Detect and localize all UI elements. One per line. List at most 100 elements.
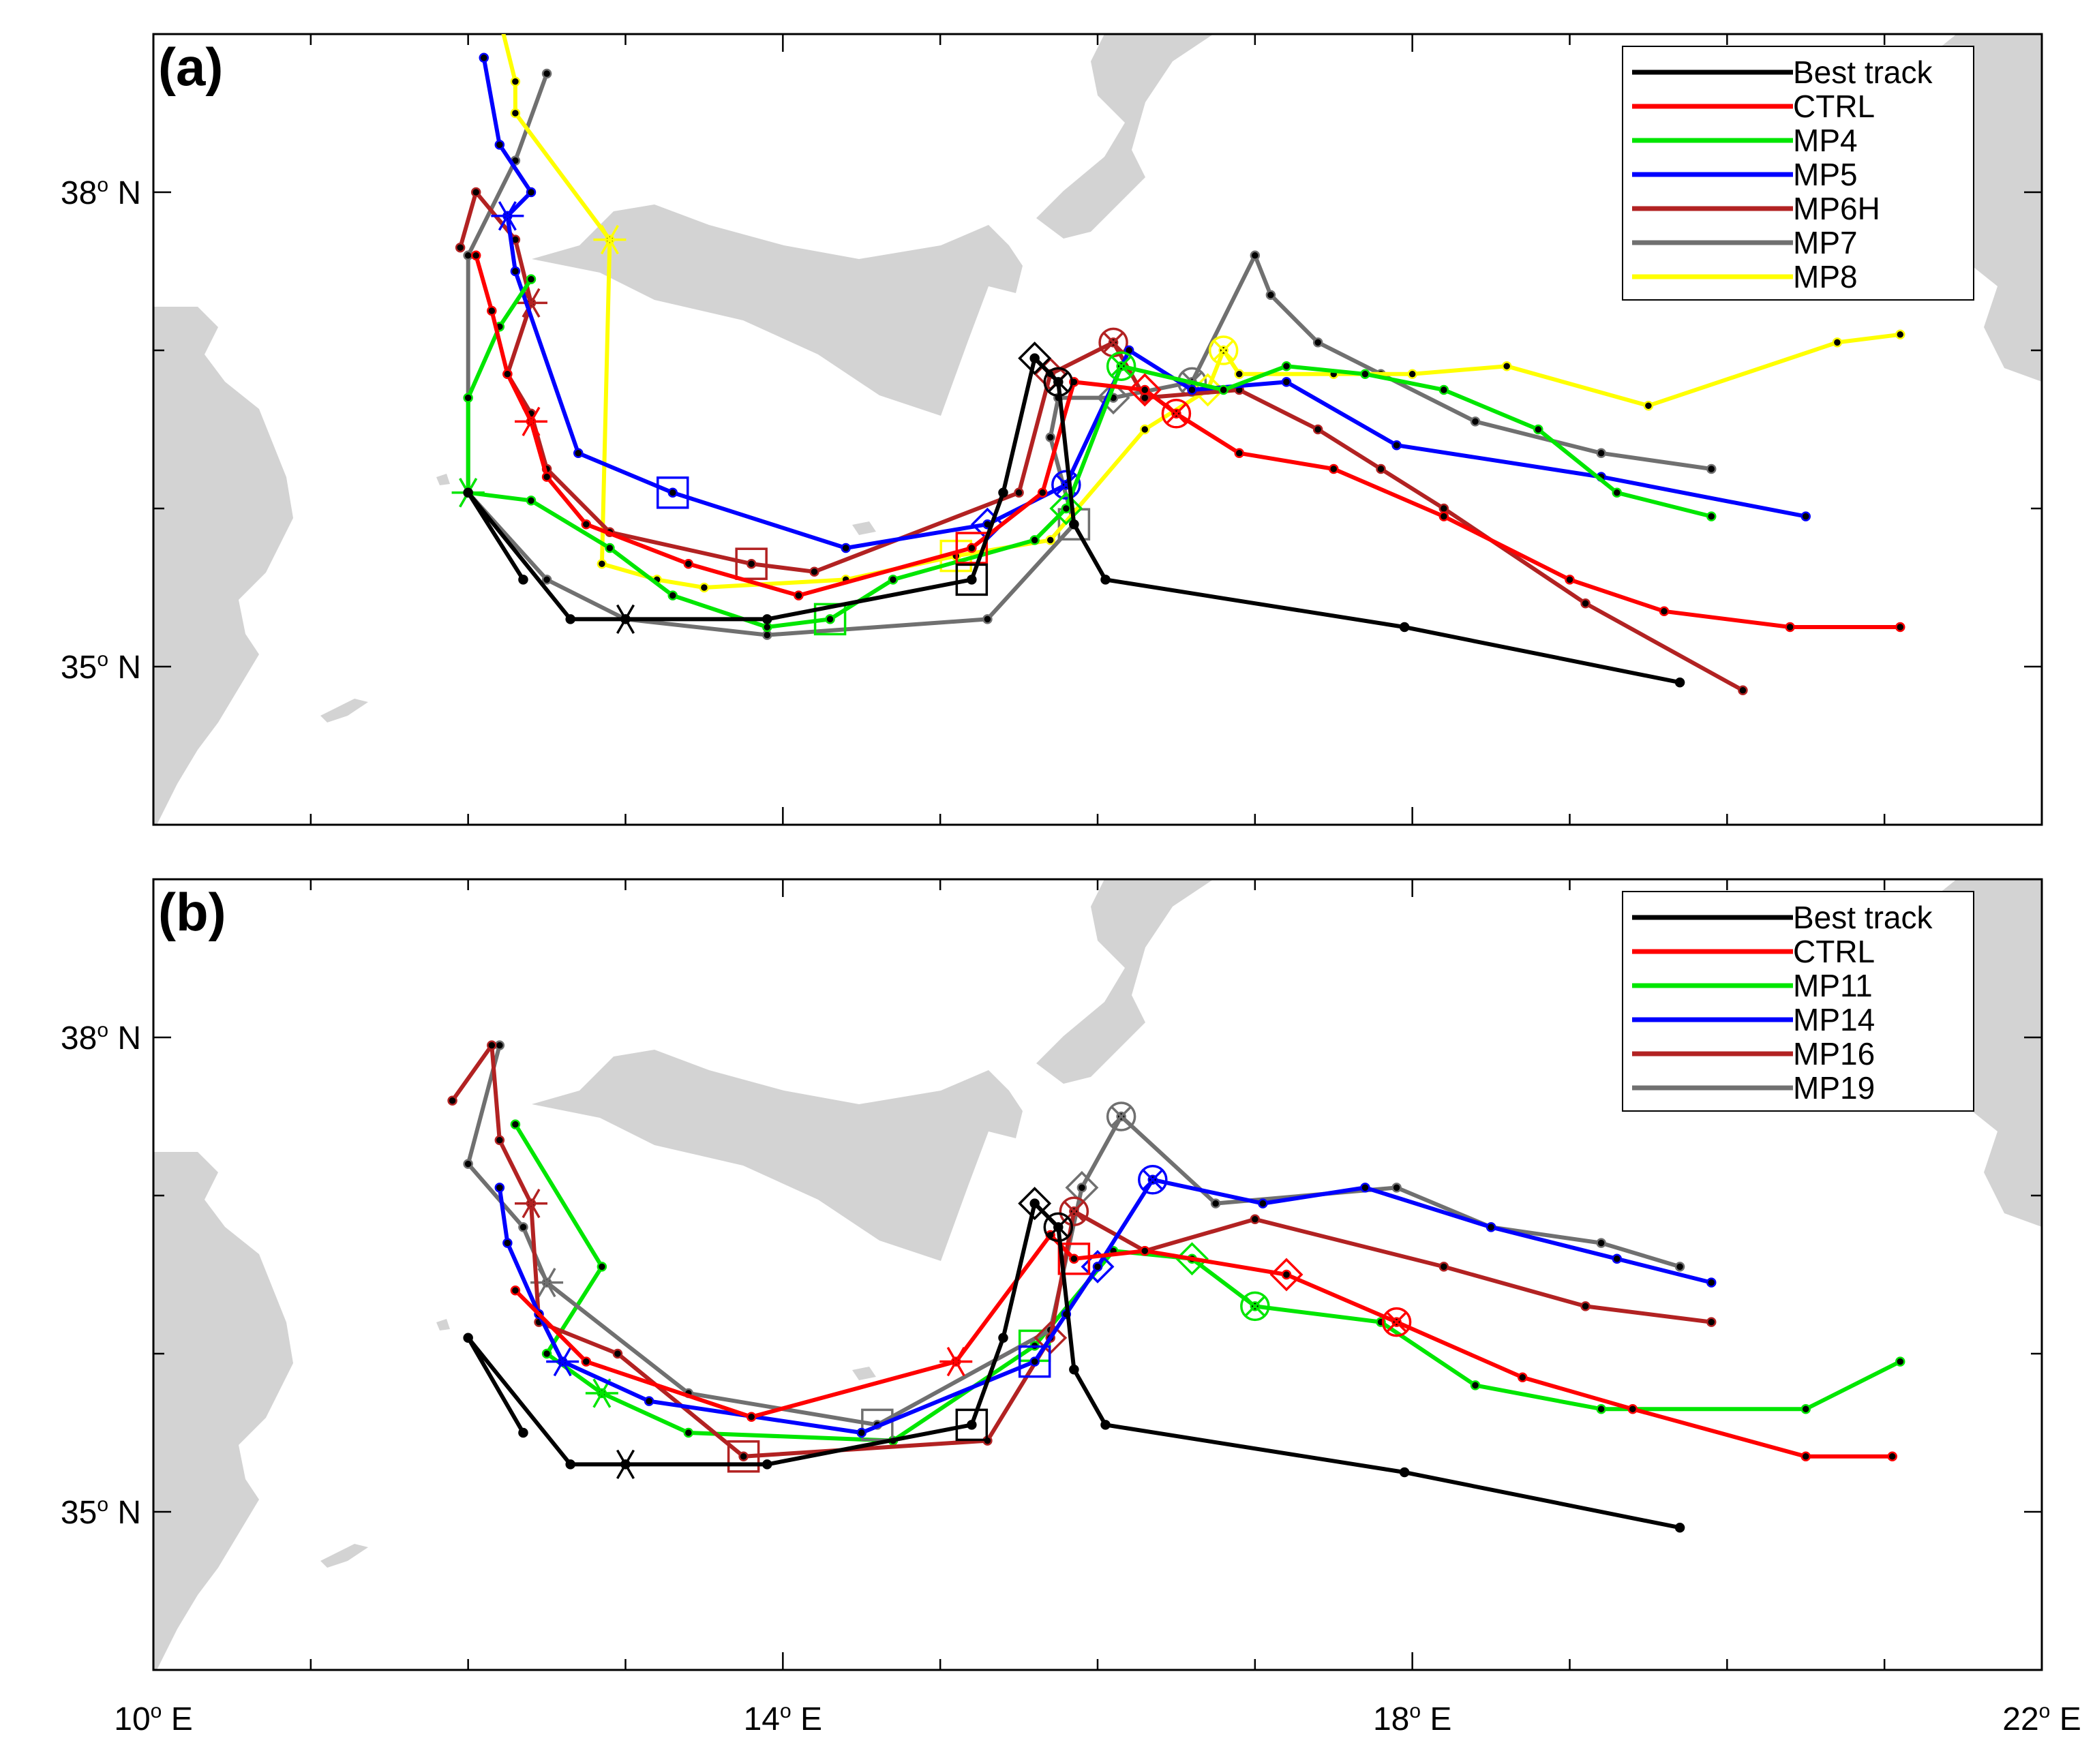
asterisk-marker — [546, 1346, 579, 1377]
track-point — [1596, 1403, 1606, 1414]
panel-a-label: (a) — [158, 37, 223, 97]
land-pantelleria — [436, 474, 450, 485]
track-point — [699, 582, 710, 593]
track-point — [1029, 353, 1040, 363]
diamond-marker — [1018, 1187, 1052, 1221]
track-point — [581, 1356, 592, 1367]
circled-cross-marker — [1240, 1291, 1270, 1322]
track-point — [1785, 622, 1795, 633]
track-point — [1643, 400, 1654, 411]
track-point — [762, 1459, 772, 1470]
track-point — [825, 614, 835, 624]
lat-tick-label: 35o N — [61, 1493, 141, 1531]
circled-cross-marker — [1043, 367, 1074, 397]
track-point — [479, 52, 489, 63]
track-point — [1360, 1183, 1370, 1193]
track-point — [1887, 1451, 1897, 1462]
track-point — [1069, 1253, 1079, 1264]
track-point — [1360, 369, 1370, 380]
track-point — [510, 108, 521, 119]
track-point — [1029, 1198, 1040, 1208]
track-point — [510, 1285, 521, 1296]
lat-tick-label: 35o N — [61, 648, 141, 686]
track-point — [1281, 361, 1292, 371]
track-point — [565, 614, 575, 624]
track-point — [470, 250, 481, 261]
diamond-marker — [1081, 1249, 1115, 1283]
circled-cross-marker — [1208, 335, 1239, 365]
track-point — [683, 1427, 694, 1438]
track-point — [1329, 463, 1339, 474]
track-point — [1140, 1245, 1150, 1256]
track-point — [1706, 1317, 1717, 1327]
legend-label-mp16: MP16 — [1793, 1036, 1875, 1071]
track-point — [1438, 1262, 1449, 1272]
land-italy-south — [1036, 879, 1214, 1084]
track-best-track — [463, 1187, 1685, 1533]
track-point — [1037, 487, 1048, 498]
circled-cross-marker — [1381, 1307, 1412, 1337]
track-point — [746, 1412, 757, 1423]
track-point — [447, 1095, 457, 1106]
track-mp6h — [455, 187, 1748, 696]
track-point — [1258, 1198, 1268, 1208]
track-point — [1281, 377, 1292, 387]
track-point — [1281, 1269, 1292, 1280]
track-point — [794, 590, 804, 600]
track-point — [541, 472, 552, 482]
square-marker — [727, 1440, 760, 1473]
asterisk-marker — [939, 1346, 973, 1377]
track-point — [1627, 1403, 1638, 1414]
track-point — [1250, 1214, 1261, 1225]
track-point — [463, 1333, 473, 1343]
track-point — [1092, 1262, 1103, 1272]
track-point — [526, 274, 537, 284]
track-point — [510, 266, 521, 277]
land-malta — [852, 1367, 876, 1380]
circled-cross-marker — [1043, 1212, 1074, 1243]
track-point — [1250, 250, 1261, 261]
track-point — [856, 1427, 866, 1438]
legend-label-mp14: MP14 — [1793, 1002, 1875, 1037]
square-marker — [861, 1408, 894, 1442]
track-point — [518, 575, 528, 585]
track-point — [463, 250, 473, 261]
track-point — [667, 590, 678, 600]
track-point — [1706, 1277, 1717, 1288]
track-point — [470, 187, 481, 198]
track-point — [1187, 384, 1197, 395]
track-line-mp4 — [466, 277, 1714, 629]
panel-a-tracks — [451, 34, 1905, 696]
track-point — [581, 519, 592, 530]
track-point — [510, 1119, 521, 1129]
lon-tick-label: 18o E — [1373, 1700, 1451, 1737]
legend-label-mp8: MP8 — [1793, 259, 1858, 294]
track-point — [612, 1348, 623, 1359]
panel-b-ticks: 10o E 14o E 18o E 22o E 35o N 38o N — [61, 878, 2081, 1737]
track-point — [1100, 575, 1111, 585]
square-marker — [1018, 1345, 1051, 1378]
panel-b-tracks — [447, 1040, 1905, 1533]
track-point — [487, 305, 497, 316]
track-point — [982, 614, 993, 624]
track-point — [1800, 511, 1811, 521]
track-point — [1391, 1183, 1402, 1193]
track-point — [526, 496, 537, 506]
legend-label-ctrl: CTRL — [1793, 89, 1875, 124]
track-point — [1076, 1183, 1087, 1193]
track-mp5 — [479, 52, 1811, 553]
land-kerkennah — [320, 1544, 368, 1568]
legend-label-mp11: MP11 — [1793, 968, 1873, 1003]
land-pantelleria — [436, 1319, 450, 1330]
track-point — [683, 558, 694, 569]
track-line-ctrl — [474, 253, 1903, 629]
diamond-marker — [1018, 341, 1052, 376]
track-point — [998, 1333, 1008, 1343]
diamond-marker — [1128, 373, 1162, 407]
land-tunisia — [153, 1152, 293, 1670]
land-sicily — [532, 1050, 1023, 1261]
land-sicily — [532, 204, 1023, 416]
track-point — [1674, 677, 1685, 688]
track-ctrl — [510, 1230, 1897, 1462]
